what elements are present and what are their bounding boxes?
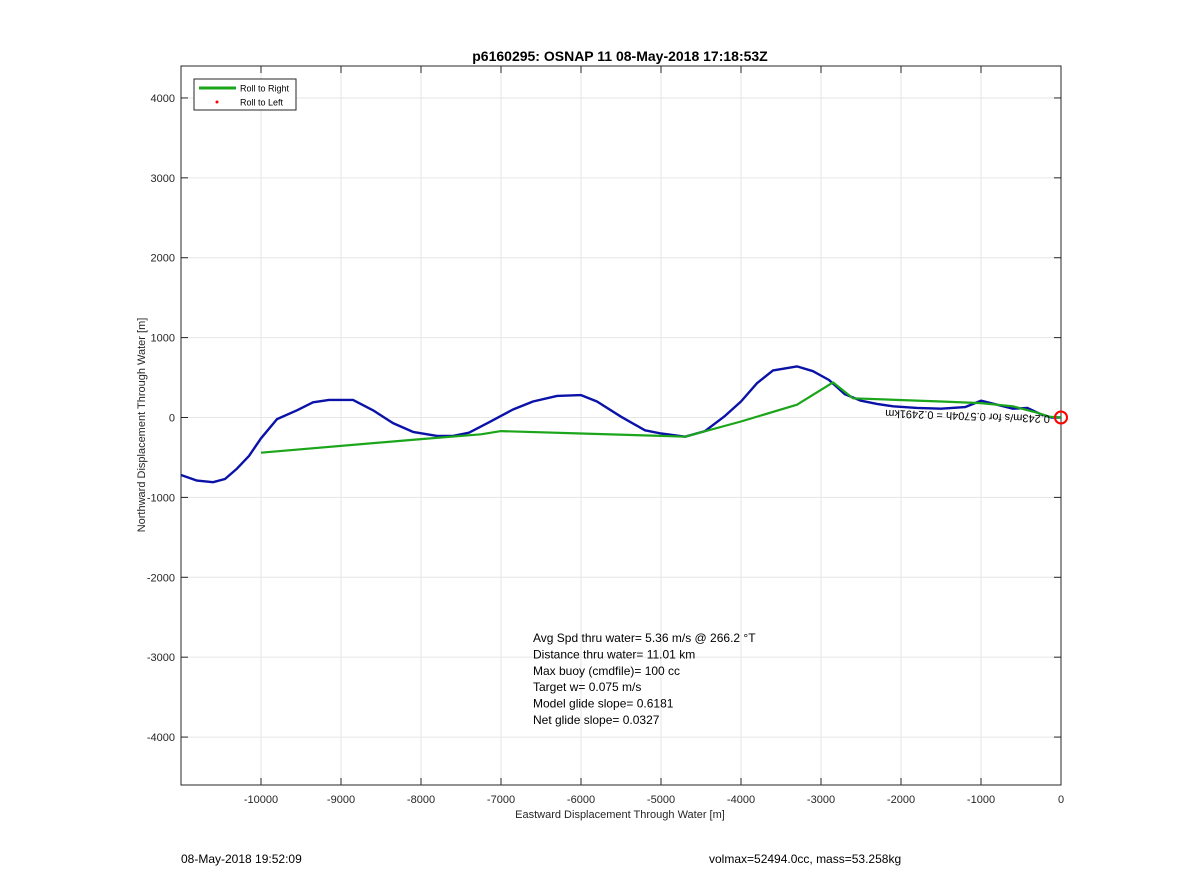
series-line-track	[181, 365, 1061, 484]
x-tick-label: -9000	[327, 794, 355, 806]
y-tick-label: 1000	[151, 333, 175, 345]
legend-swatch-dot	[215, 100, 219, 104]
x-tick-labels: -10000 -9000 -8000 -7000 -6000 -5000 -4000 -300…	[244, 794, 1064, 806]
legend-label: Roll to Right	[240, 84, 290, 94]
x-tick-label: -7000	[487, 794, 515, 806]
series-line-roll-right	[260, 381, 1061, 454]
y-tick-label: -1000	[147, 492, 175, 504]
y-axis-label: Northward Displacement Through Water [m]	[136, 318, 148, 533]
y-tick-label: -2000	[147, 572, 175, 584]
y-tick-label: 2000	[151, 253, 175, 265]
legend: Roll to Right Roll to Left	[193, 78, 297, 111]
y-tick-label: 3000	[151, 173, 175, 185]
footer-timestamp: 08-May-2018 19:52:09	[181, 852, 302, 866]
x-tick-label: -6000	[567, 794, 595, 806]
end-marker	[1054, 410, 1068, 425]
plot-area: 0.243m/s for 0.5704h = 0.2491km	[181, 365, 1068, 484]
chart-title: p6160295: OSNAP 11 08-May-2018 17:18:53Z	[472, 48, 768, 64]
x-tick-label: -4000	[727, 794, 755, 806]
annotation-line: Distance thru water= 11.01 km	[533, 647, 695, 661]
x-tick-label: -3000	[807, 794, 835, 806]
y-tick-label: 4000	[151, 93, 175, 105]
y-tick-label: 0	[169, 413, 175, 425]
annotation-line: Net glide slope= 0.0327	[533, 713, 660, 727]
x-tick-label: -1000	[967, 794, 995, 806]
annotation-line: Model glide slope= 0.6181	[533, 697, 674, 711]
annotation-block: Avg Spd thru water= 5.36 m/s @ 266.2 °T D…	[533, 631, 756, 727]
ticks	[181, 66, 1062, 785]
legend-box	[193, 78, 297, 111]
annotation-line: Avg Spd thru water= 5.36 m/s @ 266.2 °T	[533, 631, 756, 645]
rotated-segment-label: 0.243m/s for 0.5704h = 0.2491km	[885, 407, 1050, 425]
annotation-line: Target w= 0.075 m/s	[533, 680, 641, 694]
x-tick-label: 0	[1058, 794, 1064, 806]
x-tick-label: -10000	[244, 794, 278, 806]
axes-box	[180, 65, 1062, 786]
series-group: 0.243m/s for 0.5704h = 0.2491km	[181, 365, 1061, 484]
x-tick-label: -5000	[647, 794, 675, 806]
y-tick-label: -3000	[147, 652, 175, 664]
legend-label: Roll to Left	[240, 98, 284, 108]
annotation-line: Max buoy (cmdfile)= 100 cc	[533, 664, 680, 678]
y-tick-label: -4000	[147, 732, 175, 744]
footer-volmax-mass: volmax=52494.0cc, mass=53.258kg	[709, 852, 902, 866]
x-axis-label: Eastward Displacement Through Water [m]	[515, 809, 725, 821]
x-tick-label: -2000	[887, 794, 915, 806]
y-tick-labels: -4000 -3000 -2000 -1000 0 1000 2000 3000 4000	[147, 93, 175, 744]
x-tick-label: -8000	[407, 794, 435, 806]
